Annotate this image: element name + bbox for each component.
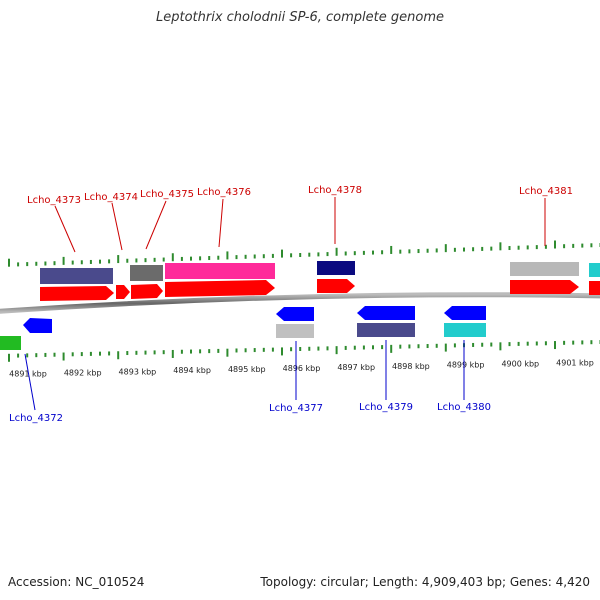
gene-lcho-4377-feature[interactable] xyxy=(276,324,314,338)
gene-lcho-4372-feature[interactable] xyxy=(0,336,21,350)
gene-label[interactable]: Lcho_4372 xyxy=(9,413,63,424)
leader-lcho-4375 xyxy=(145,200,167,250)
scale-tick-label: 4892 kbp xyxy=(64,368,102,377)
scale-tick-label: 4901 kbp xyxy=(556,359,594,368)
scale-tick-label: 4894 kbp xyxy=(173,366,211,375)
gene-lcho-4381-arrow[interactable] xyxy=(510,280,579,294)
gene-lcho-4372-arrow[interactable] xyxy=(23,318,52,333)
leader-lcho-4372 xyxy=(24,353,36,411)
gene-lcho-4373-feature[interactable] xyxy=(40,268,113,284)
gene-label[interactable]: Lcho_4378 xyxy=(308,185,362,196)
gene-label[interactable]: Lcho_4373 xyxy=(27,195,81,206)
leader-lcho-4374 xyxy=(111,202,123,251)
leader-lcho-4373 xyxy=(54,205,76,253)
gene-label[interactable]: Lcho_4381 xyxy=(519,186,573,197)
gene-label[interactable]: Lcho_4377 xyxy=(269,403,323,414)
chromosome-backbone xyxy=(0,292,600,314)
scale-tick-label: 4897 kbp xyxy=(337,363,375,372)
gene-lcho-4375-feature[interactable] xyxy=(130,265,163,281)
gene-lcho-4378-feature[interactable] xyxy=(317,261,355,275)
gene-lcho-4380-feature[interactable] xyxy=(444,323,486,337)
gene-lcho-4379-arrow[interactable] xyxy=(357,306,415,320)
gene-label[interactable]: Lcho_4375 xyxy=(140,189,194,200)
leader-lcho-4376 xyxy=(218,198,224,248)
gene-lcho-4381-feature[interactable] xyxy=(510,262,579,276)
gene-label[interactable]: Lcho_4379 xyxy=(359,402,413,413)
gene-label[interactable]: Lcho_4380 xyxy=(437,402,491,413)
scale-tick-label: 4900 kbp xyxy=(501,360,539,369)
scale-tick-label: 4893 kbp xyxy=(119,367,157,376)
top-tick-marks xyxy=(8,240,600,267)
gene-lcho-4379-feature[interactable] xyxy=(357,323,415,337)
accession-text: Accession: NC_010524 xyxy=(8,575,145,589)
scale-tick-label: 4891 kbp xyxy=(9,369,47,378)
gene-lcho-4373-arrow[interactable] xyxy=(40,286,114,301)
gene-lcho-4380-arrow[interactable] xyxy=(444,306,486,320)
gene-next-arrow[interactable] xyxy=(589,281,600,295)
topology-text: Topology: circular; Length: 4,909,403 bp… xyxy=(260,575,590,589)
gene-lcho-4378-arrow[interactable] xyxy=(317,279,355,293)
gene-lcho-4375-arrow[interactable] xyxy=(131,284,163,299)
gene-next-feature[interactable] xyxy=(589,263,600,277)
gene-lcho-4376-feature[interactable] xyxy=(165,263,275,279)
scale-tick-label: 4895 kbp xyxy=(228,365,266,374)
scale-tick-label: 4898 kbp xyxy=(392,362,430,371)
gene-lcho-4377-arrow[interactable] xyxy=(276,307,314,321)
scale-tick-label: 4899 kbp xyxy=(447,361,485,370)
gene-label[interactable]: Lcho_4374 xyxy=(84,192,138,203)
gene-lcho-4376-arrow[interactable] xyxy=(165,280,275,297)
bottom-tick-marks xyxy=(8,339,600,362)
gene-label[interactable]: Lcho_4376 xyxy=(197,187,251,198)
gene-lcho-4374-arrow[interactable] xyxy=(116,285,130,299)
scale-labels: 4891 kbp 4892 kbp 4893 kbp 4894 kbp 4895 kbp… xyxy=(9,359,594,379)
scale-tick-label: 4896 kbp xyxy=(283,364,321,373)
map-title: Leptothrix cholodnii SP-6, complete geno… xyxy=(156,10,444,25)
